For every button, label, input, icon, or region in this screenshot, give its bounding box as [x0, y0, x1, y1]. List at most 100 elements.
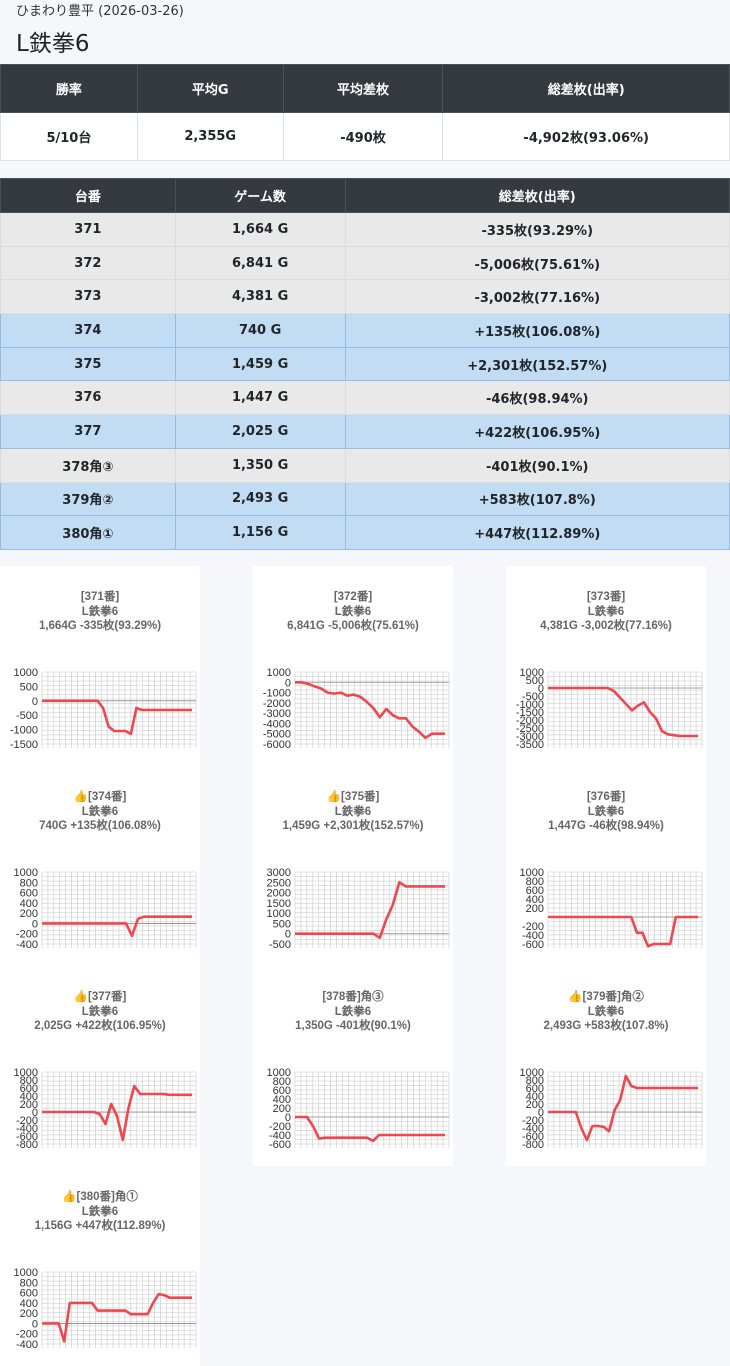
chart-title-machine: 👍[374番]	[0, 790, 200, 805]
chart-grid-lines	[547, 1071, 703, 1148]
series-line	[295, 880, 445, 940]
machine-chart-card: [376番] L鉄拳6 1,447G -46枚(98.94%) 1000 800 600 4…	[506, 766, 706, 966]
y-tick-label: 3000	[267, 867, 291, 879]
chart-title-machine: [378番]角③	[253, 990, 453, 1005]
y-tick-label: 1000	[14, 867, 38, 879]
y-tick-label: 0	[32, 918, 38, 930]
machine-chart-card: [378番]角③ L鉄拳6 1,350G -401枚(90.1%) 1000 800 60…	[253, 966, 453, 1166]
machine-chart-card: 👍[375番] L鉄拳6 1,459G +2,301枚(152.57%) 3000 25…	[253, 766, 453, 966]
machine-chart-card: [371番] L鉄拳6 1,664G -335枚(93.29%) 1000 500 0 -5…	[0, 566, 200, 766]
y-tick-label: 0	[32, 696, 38, 708]
y-tick-label: 1000	[520, 1067, 544, 1079]
y-tick-label: -400	[522, 930, 544, 942]
column-header-machine-no: 台番	[0, 178, 176, 213]
chart-title-stats: 2,493G +583枚(107.8%)	[506, 1019, 706, 1034]
machine-chart-card: 👍[374番] L鉄拳6 740G +135枚(106.08%) 1000 800 600…	[0, 766, 200, 966]
y-tick-label: -2000	[516, 715, 544, 727]
y-tick-label: -600	[522, 939, 544, 951]
y-tick-label: 800	[273, 1076, 291, 1088]
y-tick-label: 0	[285, 929, 291, 941]
y-tick-label: -1000	[10, 725, 38, 737]
y-tick-label: 600	[526, 1083, 544, 1095]
column-header-games: ゲーム数	[174, 178, 346, 213]
y-tick-label: 1000	[267, 667, 291, 679]
cumulative-diff-chart: 1000 500 0 -500 -1000 -1500	[10, 667, 197, 751]
summary-total-diff: -4,902枚(93.06%)	[442, 112, 730, 161]
chart-title-model: L鉄拳6	[253, 605, 453, 620]
summary-table: 勝率 平均G 平均差枚 総差枚(出率) 5/10台 2,355G -490枚 -…	[0, 64, 730, 161]
games-cell: 1,156 G	[174, 515, 346, 550]
chart-title: 👍[374番] L鉄拳6 740G +135枚(106.08%)	[0, 790, 200, 834]
y-tick-label: 0	[538, 1107, 544, 1119]
table-row: 377 2,025 G +422枚(106.95%)	[0, 414, 730, 449]
y-tick-label: 200	[20, 908, 38, 920]
chart-title-text: [376番]	[586, 791, 626, 803]
series-line	[42, 1084, 192, 1142]
machine-table: 台番 ゲーム数 総差枚(出率) 371 1,664 G -335枚(93.29%) 3…	[0, 178, 730, 550]
chart-title-stats: 6,841G -5,006枚(75.61%)	[253, 619, 453, 634]
chart-title-text: L鉄拳6	[334, 605, 372, 618]
table-row: 374 740 G +135枚(106.08%)	[0, 313, 730, 348]
summary-win-rate: 5/10台	[0, 112, 138, 161]
chart-title-text: 2,493G +583枚(107.8%)	[543, 1020, 669, 1032]
y-tick-label: 400	[20, 898, 38, 910]
games-cell: 1,350 G	[174, 447, 346, 483]
y-tick-label: -2500	[516, 723, 544, 735]
machine-no-cell: 378角③	[0, 447, 176, 483]
chart-title-text: 1,156G +447枚(112.89%)	[34, 1220, 166, 1232]
y-tick-label: 800	[526, 1075, 544, 1087]
games-cell: 2,493 G	[174, 481, 346, 517]
y-tick-label: -3000	[263, 708, 291, 720]
chart-grid-lines	[547, 871, 703, 948]
y-tick-label: 2000	[267, 888, 291, 900]
y-tick-label: 400	[526, 894, 544, 906]
thumbs-up-icon: 👍	[326, 791, 341, 803]
table-row: 378角③ 1,350 G -401枚(90.1%)	[0, 447, 730, 483]
machine-chart-card: 👍[380番]角① L鉄拳6 1,156G +447枚(112.89%) 1000 80…	[0, 1166, 200, 1366]
chart-title-text: [375番]	[340, 791, 380, 803]
series-line	[295, 1115, 445, 1143]
y-tick-label: 0	[538, 683, 544, 695]
chart-title-machine: 👍[379番]角②	[506, 990, 706, 1005]
y-tick-label: -400	[522, 1123, 544, 1135]
y-tick-label: 800	[20, 1277, 38, 1289]
chart-title-text: L鉄拳6	[587, 805, 625, 818]
summary-header-win-rate: 勝率	[0, 64, 138, 113]
chart-title-model: L鉄拳6	[0, 1205, 200, 1220]
y-tick-label: -4000	[263, 718, 291, 730]
header-subtitle: ひまわり豊平 (2026-03-26)	[16, 4, 184, 19]
summary-values-row: 5/10台 2,355G -490枚 -4,902枚(93.06%)	[0, 112, 730, 161]
y-tick-label: -5000	[263, 729, 291, 741]
machine-chart-card: 👍[377番] L鉄拳6 2,025G +422枚(106.95%) 1000 800 6…	[0, 966, 200, 1166]
chart-title-stats: 1,447G -46枚(98.94%)	[506, 819, 706, 834]
machine-no-cell: 374	[0, 313, 176, 348]
chart-title-model: L鉄拳6	[0, 805, 200, 820]
chart-title-machine: 👍[377番]	[0, 990, 200, 1005]
chart-title-machine: 👍[380番]角①	[0, 1190, 200, 1205]
y-tick-label: 600	[20, 888, 38, 900]
games-cell: 2,025 G	[174, 414, 346, 449]
summary-header-avg-diff: 平均差枚	[282, 64, 444, 113]
chart-title-text: [374番]	[87, 791, 127, 803]
machine-no-cell: 379角②	[0, 481, 176, 517]
total-diff-cell: +2,301枚(152.57%)	[344, 346, 730, 382]
total-diff-cell: -46枚(98.94%)	[344, 380, 730, 416]
y-tick-label: 1000	[267, 908, 291, 920]
y-tick-label: -800	[522, 1139, 544, 1151]
chart-grid-lines	[294, 871, 450, 948]
games-cell: 1,447 G	[174, 380, 346, 416]
table-row: 379角② 2,493 G +583枚(107.8%)	[0, 481, 730, 517]
chart-title-text: [379番]角②	[582, 991, 644, 1003]
chart-title-text: [373番]	[586, 591, 626, 603]
chart-title-machine: [371番]	[0, 590, 200, 605]
y-tick-label: 500	[273, 918, 291, 930]
y-tick-label: 200	[526, 903, 544, 915]
total-diff-cell: +135枚(106.08%)	[344, 313, 730, 348]
chart-title-model: L鉄拳6	[506, 805, 706, 820]
chart-title-text: L鉄拳6	[587, 1005, 625, 1018]
games-cell: 1,459 G	[174, 346, 346, 382]
